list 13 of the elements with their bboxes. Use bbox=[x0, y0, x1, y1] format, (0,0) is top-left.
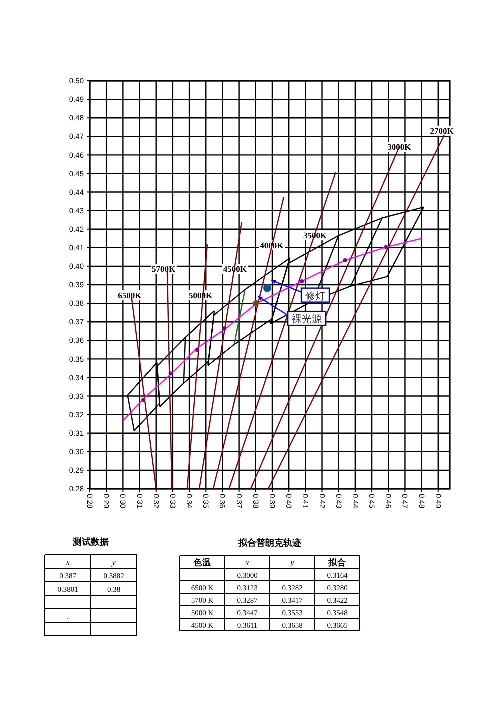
text: x bbox=[65, 556, 70, 567]
text: 拟合 bbox=[328, 557, 348, 568]
text: 色温 bbox=[192, 557, 212, 568]
text: y bbox=[111, 556, 116, 567]
text: x bbox=[244, 557, 250, 568]
text: 测试数据 bbox=[72, 537, 109, 547]
annotation: 6500K bbox=[118, 290, 142, 301]
text: y bbox=[290, 557, 295, 568]
text: 拟合普朗克轨迹 bbox=[238, 537, 302, 548]
annotation: 修灯 bbox=[306, 290, 326, 302]
annotation: 5700K bbox=[152, 264, 176, 274]
annotation: 裸光源 bbox=[292, 314, 322, 326]
annotation: 2700K bbox=[430, 126, 454, 136]
